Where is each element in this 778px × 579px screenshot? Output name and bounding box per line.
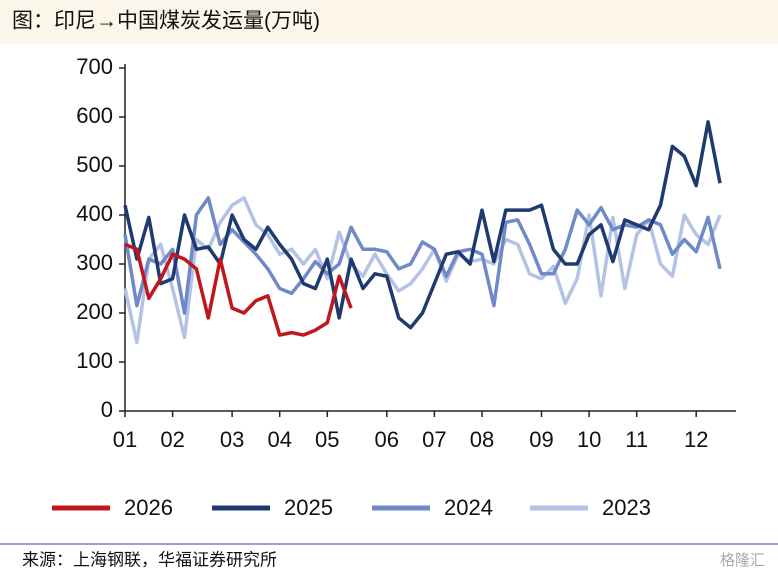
x-tick-label: 04 — [267, 427, 291, 452]
legend-label: 2026 — [124, 495, 173, 520]
legend-label: 2024 — [444, 495, 493, 520]
x-tick-label: 10 — [577, 427, 601, 452]
y-tick-label: 100 — [76, 348, 113, 373]
y-tick-label: 400 — [76, 201, 113, 226]
x-tick-label: 07 — [422, 427, 446, 452]
y-tick-label: 500 — [76, 152, 113, 177]
x-tick-label: 05 — [315, 427, 339, 452]
x-tick-label: 08 — [470, 427, 494, 452]
y-tick-label: 200 — [76, 299, 113, 324]
y-tick-label: 300 — [76, 250, 113, 275]
x-tick-label: 06 — [375, 427, 399, 452]
series-line — [123, 196, 722, 315]
source: 来源：上海钢联，华福证券研究所 — [22, 550, 277, 569]
watermark: 格隆汇 — [720, 552, 765, 569]
x-tick-label: 02 — [160, 427, 184, 452]
legend-label: 2023 — [602, 495, 651, 520]
title-bar — [0, 0, 778, 44]
series-line — [123, 120, 722, 330]
x-tick-label: 09 — [529, 427, 553, 452]
chart-title: 图：印尼→中国煤炭发运量(万吨) — [12, 10, 320, 33]
series-line — [124, 242, 353, 337]
x-tick-label: 12 — [684, 427, 708, 452]
y-tick-label: 700 — [76, 54, 113, 79]
y-tick-label: 0 — [101, 397, 113, 422]
x-tick-label: 03 — [220, 427, 244, 452]
series-line — [123, 196, 722, 345]
y-tick-label: 600 — [76, 103, 113, 128]
legend-label: 2025 — [284, 495, 333, 520]
x-tick-label: 11 — [625, 427, 648, 452]
x-tick-label: 01 — [113, 427, 137, 452]
